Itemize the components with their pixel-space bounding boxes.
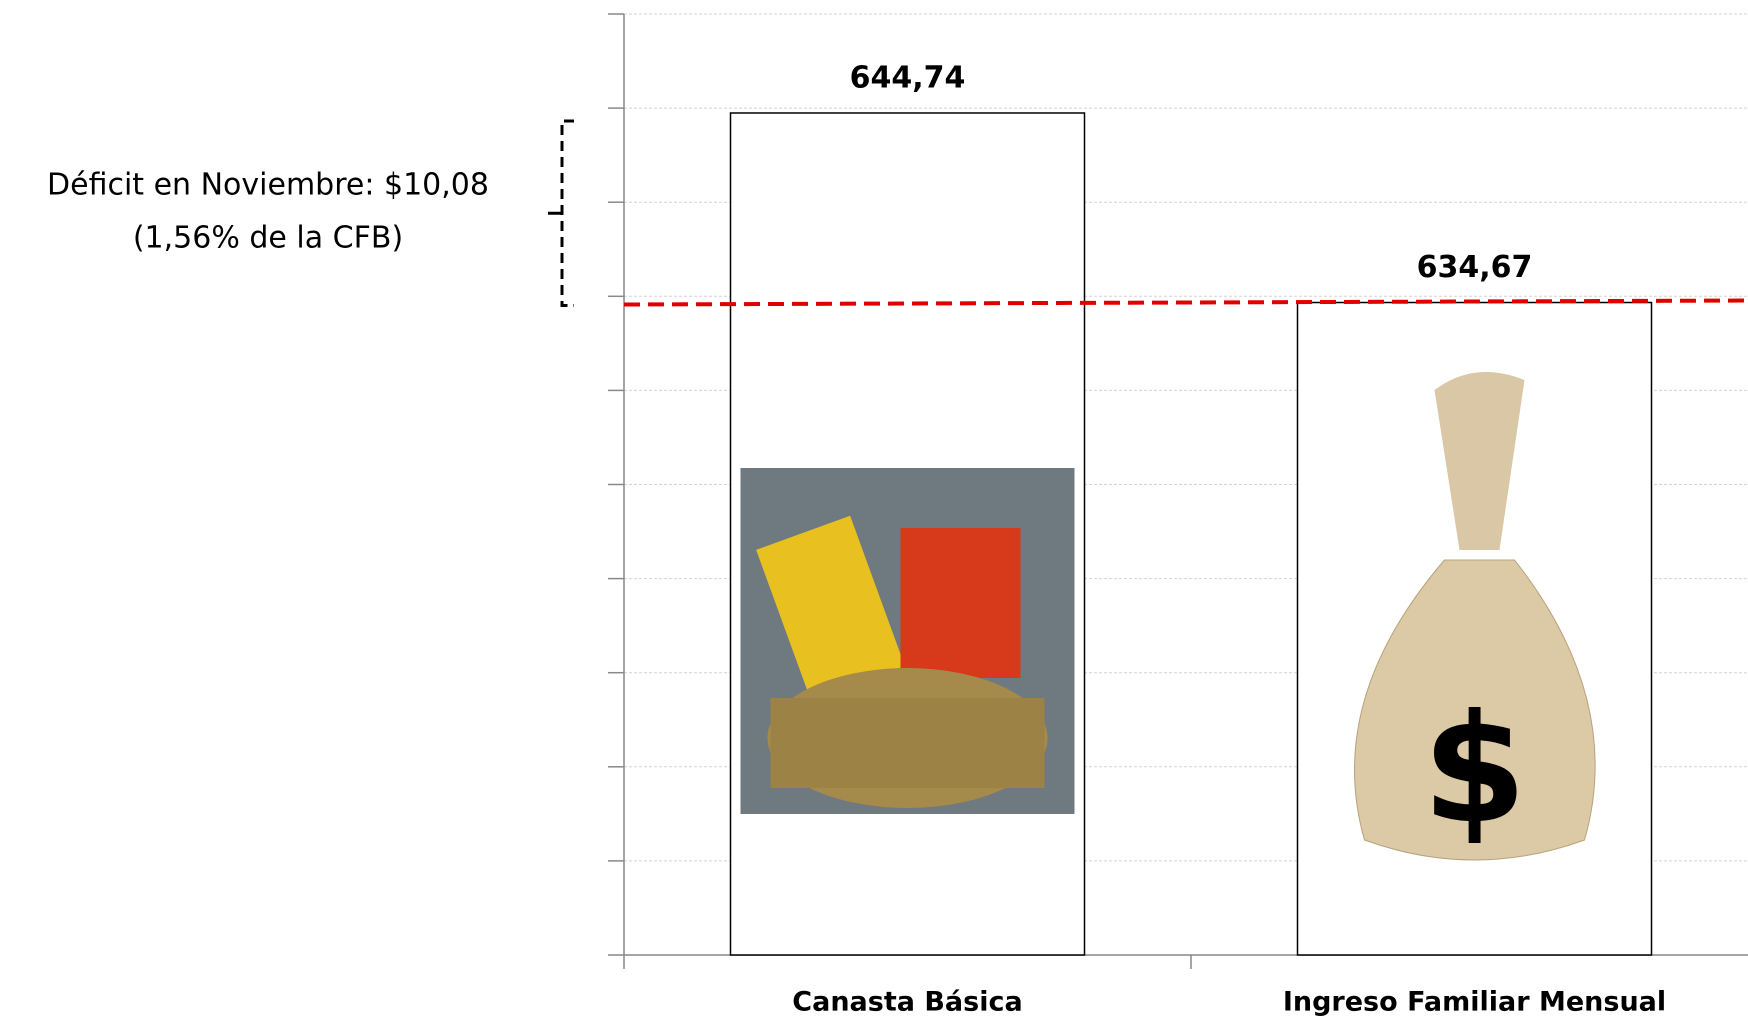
bracket [560,119,574,308]
picture: $ [1422,683,1526,857]
picture [770,698,1045,788]
reference-line [623,298,1748,307]
picture [1434,372,1525,550]
x-tick-label: Canasta Básica [792,987,1022,1018]
picture [756,515,905,701]
picture [1354,559,1596,861]
value-label: 634,67 [1417,250,1533,285]
bar-group: $ [1296,301,1653,956]
annotation: (1,56% de la CFB) [133,221,403,256]
bar-group [729,112,1086,956]
x-tick-label: Ingreso Familiar Mensual [1283,987,1666,1018]
value-label: 644,74 [850,60,966,95]
picture [900,528,1021,678]
annotation: Déficit en Noviembre: $10,08 [47,168,489,203]
